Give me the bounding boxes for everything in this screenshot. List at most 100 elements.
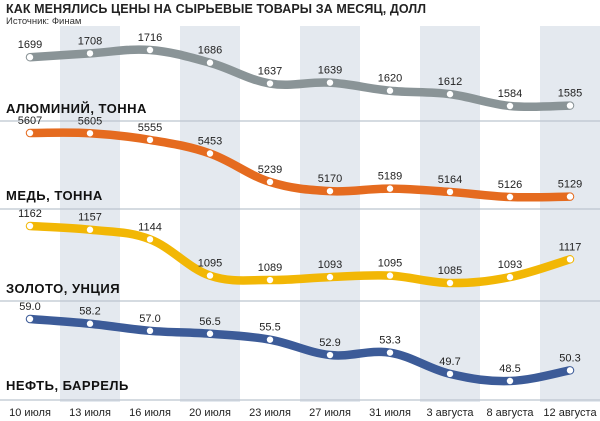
data-point — [326, 79, 334, 86]
series-layer: 1699 1708 1716 1686 1637 1639 1620 1612 1584 1585… — [6, 32, 582, 393]
data-label: 1708 — [78, 35, 102, 47]
data-point — [506, 273, 514, 281]
chart-source: Источник: Финам — [6, 16, 82, 27]
data-point — [446, 370, 454, 378]
data-label: 5164 — [438, 174, 462, 186]
data-point — [446, 279, 454, 287]
data-point — [446, 90, 454, 98]
data-point — [326, 187, 334, 195]
data-point — [86, 320, 94, 327]
x-tick-label: 13 июля — [69, 407, 111, 419]
data-point — [266, 80, 274, 87]
x-tick-label: 20 июля — [189, 407, 231, 419]
data-point — [506, 193, 514, 201]
data-label: 53.3 — [379, 335, 400, 347]
data-point — [386, 349, 394, 356]
data-point — [26, 129, 34, 137]
column-band — [180, 26, 240, 402]
series-name-label: ЗОЛОТО, УНЦИЯ — [6, 281, 120, 296]
column-band — [540, 26, 600, 402]
data-label: 5129 — [558, 179, 582, 191]
x-tick-label: 3 августа — [426, 407, 474, 419]
series-name-label: МЕДЬ, ТОННА — [6, 188, 103, 203]
data-point — [146, 327, 154, 335]
series-group: 5607 5605 5555 5453 5239 5170 5189 5164 5126 5129… — [6, 115, 582, 203]
series-line — [25, 314, 575, 386]
x-tick-label: 31 июля — [369, 407, 411, 419]
data-point — [386, 185, 394, 192]
data-label: 1157 — [78, 212, 102, 224]
data-point — [566, 367, 574, 374]
column-band — [60, 26, 120, 402]
data-point — [86, 130, 94, 137]
data-label: 1639 — [318, 65, 342, 77]
x-tick-label: 27 июля — [309, 407, 351, 419]
data-label: 57.0 — [139, 313, 160, 325]
data-point — [446, 188, 454, 196]
data-point — [206, 150, 214, 157]
data-label: 56.5 — [199, 316, 220, 328]
data-label: 52.9 — [319, 337, 340, 349]
data-point — [146, 46, 154, 54]
data-label: 1620 — [378, 73, 402, 85]
series-line — [25, 128, 575, 202]
data-label: 50.3 — [559, 352, 580, 364]
data-label: 1093 — [318, 259, 342, 271]
data-label: 5126 — [498, 179, 522, 191]
series-group: 1699 1708 1716 1686 1637 1639 1620 1612 1584 1585… — [6, 32, 582, 116]
data-point — [566, 102, 574, 109]
series-name-label: АЛЮМИНИЙ, ТОННА — [6, 101, 147, 116]
data-label: 1093 — [498, 259, 522, 271]
data-label: 5453 — [198, 135, 222, 147]
data-label: 1144 — [138, 221, 162, 233]
data-point — [26, 54, 34, 61]
data-point — [386, 272, 394, 279]
data-label: 59.0 — [19, 301, 40, 313]
data-label: 1686 — [198, 45, 222, 57]
data-point — [326, 273, 334, 281]
data-label: 1585 — [558, 88, 582, 100]
data-point — [206, 59, 214, 66]
data-point — [86, 50, 94, 57]
series-group: 59.0 58.2 57.0 56.5 55.5 52.9 53.3 49.7 48.5 50.3… — [6, 301, 581, 393]
data-label: 1637 — [258, 66, 282, 78]
data-label: 5170 — [318, 173, 342, 185]
series-line — [25, 45, 575, 112]
data-point — [386, 87, 394, 94]
data-label: 5555 — [138, 122, 162, 134]
data-point — [266, 178, 274, 186]
panel-dividers — [0, 120, 600, 401]
data-label: 1085 — [438, 265, 462, 277]
data-point — [146, 236, 154, 243]
data-label: 1095 — [378, 258, 402, 270]
data-label: 5607 — [18, 115, 42, 127]
data-label: 1716 — [138, 32, 162, 44]
data-point — [206, 330, 214, 337]
x-tick-label: 8 августа — [486, 407, 534, 419]
x-tick-label: 10 июля — [9, 407, 51, 419]
data-point — [566, 193, 574, 200]
data-label: 5239 — [258, 164, 282, 176]
x-tick-label: 23 июля — [249, 407, 291, 419]
data-point — [326, 351, 334, 359]
data-label: 49.7 — [439, 356, 460, 368]
data-label: 1089 — [258, 262, 282, 274]
data-point — [266, 276, 274, 284]
data-point — [266, 336, 274, 343]
data-label: 1095 — [198, 258, 222, 270]
data-label: 5189 — [378, 171, 402, 183]
series-name-label: НЕФТЬ, БАРРЕЛЬ — [6, 378, 129, 393]
data-label: 1699 — [18, 39, 42, 51]
data-label: 58.2 — [79, 306, 100, 318]
data-point — [146, 136, 154, 144]
x-tick-label: 16 июля — [129, 407, 171, 419]
data-label: 1584 — [498, 88, 522, 100]
data-label: 1117 — [559, 241, 582, 253]
data-label: 48.5 — [499, 363, 520, 375]
data-point — [566, 256, 574, 263]
data-point — [26, 315, 34, 323]
x-tick-label: 12 августа — [543, 407, 597, 419]
data-label: 1612 — [438, 76, 462, 88]
